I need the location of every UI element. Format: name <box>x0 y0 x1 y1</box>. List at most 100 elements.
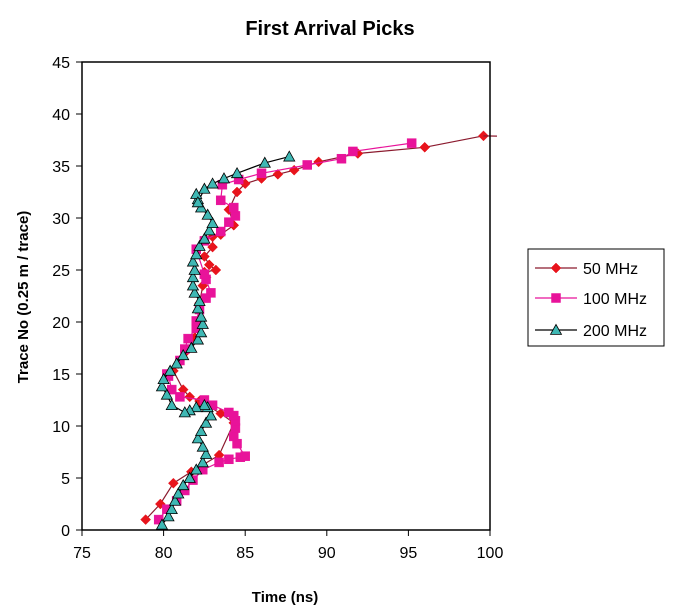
data-point-50-mhz <box>207 241 218 253</box>
data-point-50-mhz <box>184 391 196 403</box>
data-point-100-mhz <box>183 333 193 344</box>
data-point-200-mhz <box>199 416 213 428</box>
legend-label: 50 MHz <box>583 261 638 278</box>
y-tick-label: 35 <box>52 159 70 176</box>
data-point-200-mhz <box>191 432 205 444</box>
data-point-50-mhz <box>272 168 284 180</box>
plot-frame <box>81 61 491 531</box>
legend: 50 MHz 100 MHz 200 MHz <box>527 248 665 347</box>
y-tick-label: 30 <box>52 211 70 228</box>
x-tick-label: 85 <box>236 545 254 562</box>
axes <box>81 61 491 531</box>
data-point-200-mhz <box>190 248 203 260</box>
data-point-200-mhz <box>196 317 209 329</box>
data-point-100-mhz <box>215 195 226 206</box>
data-point-200-mhz <box>193 294 206 307</box>
data-point-100-mhz <box>215 226 226 237</box>
y-axis-ticks: 0 5 10 15 20 25 30 35 40 45 <box>52 55 82 540</box>
data-point-100-mhz <box>201 293 211 303</box>
y-tick-label: 5 <box>61 471 70 488</box>
chart-title: First Arrival Picks <box>245 18 414 40</box>
data-point-200-mhz <box>203 224 216 236</box>
data-point-100-mhz <box>206 288 216 298</box>
legend-label: 200 MHz <box>583 323 647 340</box>
data-point-200-mhz <box>188 263 201 275</box>
data-point-100-mhz <box>406 138 417 148</box>
series-line-200-mhz <box>161 156 290 526</box>
data-point-200-mhz <box>206 216 219 229</box>
data-point-50-mhz <box>168 477 179 489</box>
data-point-100-mhz <box>214 457 224 468</box>
data-point-200-mhz <box>185 341 198 353</box>
data-point-200-mhz <box>155 518 169 530</box>
legend-item-100-mhz: 100 MHz <box>535 291 647 308</box>
data-point-100-mhz <box>224 217 234 227</box>
data-point-200-mhz <box>172 487 185 499</box>
x-tick-label: 80 <box>155 545 173 562</box>
data-point-200-mhz <box>170 357 183 369</box>
data-point-200-mhz <box>177 348 190 361</box>
data-point-200-mhz <box>191 302 205 314</box>
data-point-200-mhz <box>183 471 196 483</box>
data-point-100-mhz <box>230 211 241 221</box>
data-point-50-mhz <box>210 264 222 276</box>
data-point-100-mhz <box>302 160 312 170</box>
y-axis-label: Trace No (0.25 m / trace) <box>15 211 32 384</box>
data-point-100-mhz <box>175 392 185 402</box>
data-point-200-mhz <box>168 494 182 506</box>
data-point-200-mhz <box>191 333 205 345</box>
data-point-200-mhz <box>178 406 191 418</box>
plot-area <box>140 130 498 530</box>
legend-marker-50-mhz <box>550 262 562 274</box>
data-point-200-mhz <box>196 456 209 468</box>
x-tick-label: 95 <box>400 545 418 562</box>
legend-label: 100 MHz <box>583 291 647 308</box>
x-tick-label: 90 <box>318 545 336 562</box>
data-point-200-mhz <box>198 232 211 244</box>
data-point-200-mhz <box>163 364 177 376</box>
legend-item-50-mhz: 50 MHz <box>535 261 638 278</box>
data-point-100-mhz <box>240 451 250 461</box>
data-point-200-mhz <box>190 463 203 475</box>
data-point-100-mhz <box>336 153 347 164</box>
data-point-200-mhz <box>194 326 208 338</box>
data-point-200-mhz <box>186 279 200 291</box>
data-point-50-mhz <box>140 514 152 525</box>
data-point-200-mhz <box>177 478 190 491</box>
y-tick-label: 20 <box>52 315 70 332</box>
data-point-100-mhz <box>348 146 358 157</box>
y-tick-label: 25 <box>52 263 70 280</box>
x-tick-label: 75 <box>73 545 91 562</box>
data-point-100-mhz <box>224 454 234 465</box>
data-point-100-mhz <box>199 269 210 279</box>
y-tick-label: 0 <box>61 523 70 540</box>
data-point-200-mhz <box>162 510 175 522</box>
data-point-200-mhz <box>283 150 296 162</box>
data-point-200-mhz <box>204 409 218 421</box>
data-point-200-mhz <box>160 388 174 400</box>
data-point-200-mhz <box>165 398 178 411</box>
y-tick-label: 45 <box>52 55 70 72</box>
data-point-100-mhz <box>224 407 234 418</box>
data-point-200-mhz <box>206 177 219 189</box>
data-point-200-mhz <box>194 424 208 437</box>
x-axis-label: Time (ns) <box>252 589 318 606</box>
data-point-200-mhz <box>165 502 178 514</box>
x-axis-ticks: 75 80 85 90 95 100 <box>73 530 503 562</box>
data-point-200-mhz <box>186 255 200 267</box>
data-point-200-mhz <box>196 440 209 452</box>
data-point-200-mhz <box>198 398 211 411</box>
data-point-100-mhz <box>229 202 239 213</box>
legend-marker-100-mhz <box>551 293 561 303</box>
y-tick-label: 15 <box>52 367 70 384</box>
data-point-100-mhz <box>153 514 164 525</box>
legend-item-200-mhz: 200 MHz <box>535 323 647 340</box>
x-tick-label: 100 <box>477 545 504 562</box>
data-point-200-mhz <box>188 286 201 298</box>
data-point-200-mhz <box>190 400 203 413</box>
data-point-50-mhz <box>231 186 243 198</box>
data-point-50-mhz <box>215 408 227 419</box>
data-point-200-mhz <box>155 380 169 392</box>
y-tick-label: 40 <box>52 107 70 124</box>
